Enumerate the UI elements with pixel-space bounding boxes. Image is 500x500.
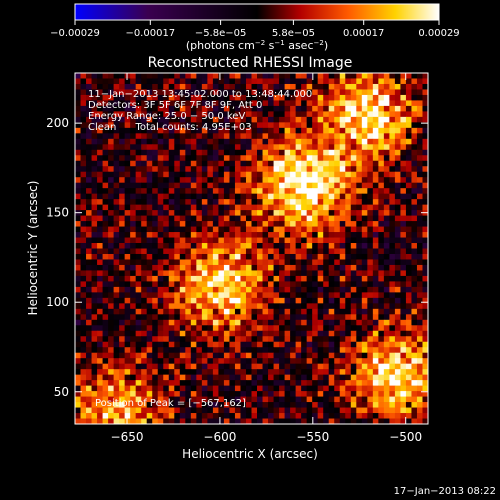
colorbar-tick-label: −0.00029: [50, 28, 100, 39]
colorbar-tick-label: −0.00017: [125, 28, 175, 39]
axis-ticks: −650 −600 −550 −500 50 100 150 200: [46, 73, 428, 444]
colorbar-ticks: −0.00029 −0.00017 −5.8e−05 5.8e−05 0.00017 0.…: [50, 20, 460, 39]
colorbar-units: (photons cm−2 s−1 asec−2): [186, 39, 328, 52]
y-tick-label: 200: [46, 116, 69, 130]
x-tick-label: −600: [203, 430, 236, 444]
peak-position-label: Position of Peak = [−567,162]: [95, 398, 246, 409]
x-tick-label: −500: [389, 430, 422, 444]
y-tick-label: 150: [46, 206, 69, 220]
info-line-clean: Clean Total counts: 4.95E+03: [88, 122, 252, 133]
chart-title: Reconstructed RHESSI Image: [148, 55, 353, 71]
y-tick-label: 50: [54, 385, 69, 399]
plot-frame: [74, 72, 429, 425]
y-tick-label: 100: [46, 295, 69, 309]
timestamp: 17−Jan−2013 08:22: [394, 486, 496, 497]
y-axis-label: Heliocentric Y (arcsec): [26, 181, 40, 316]
colorbar: [74, 3, 440, 21]
heatmap-image: [75, 73, 429, 425]
colorbar-tick-label: 0.00017: [343, 28, 384, 39]
info-line-energy: Energy Range: 25.0 − 50.0 keV: [88, 111, 245, 122]
x-tick-label: −650: [111, 430, 144, 444]
colorbar-tick-label: 0.00029: [418, 28, 459, 39]
x-axis-label: Heliocentric X (arcsec): [182, 447, 318, 461]
colorbar-tick-label: 5.8e−05: [272, 28, 315, 39]
info-line-detectors: Detectors: 3F 5F 6F 7F 8F 9F, Att 0: [88, 100, 262, 111]
colorbar-tick-label: −5.8e−05: [195, 28, 247, 39]
x-tick-label: −550: [296, 430, 329, 444]
info-line-time: 11−Jan−2013 13:45:02.000 to 13:48:44.000: [88, 89, 312, 100]
